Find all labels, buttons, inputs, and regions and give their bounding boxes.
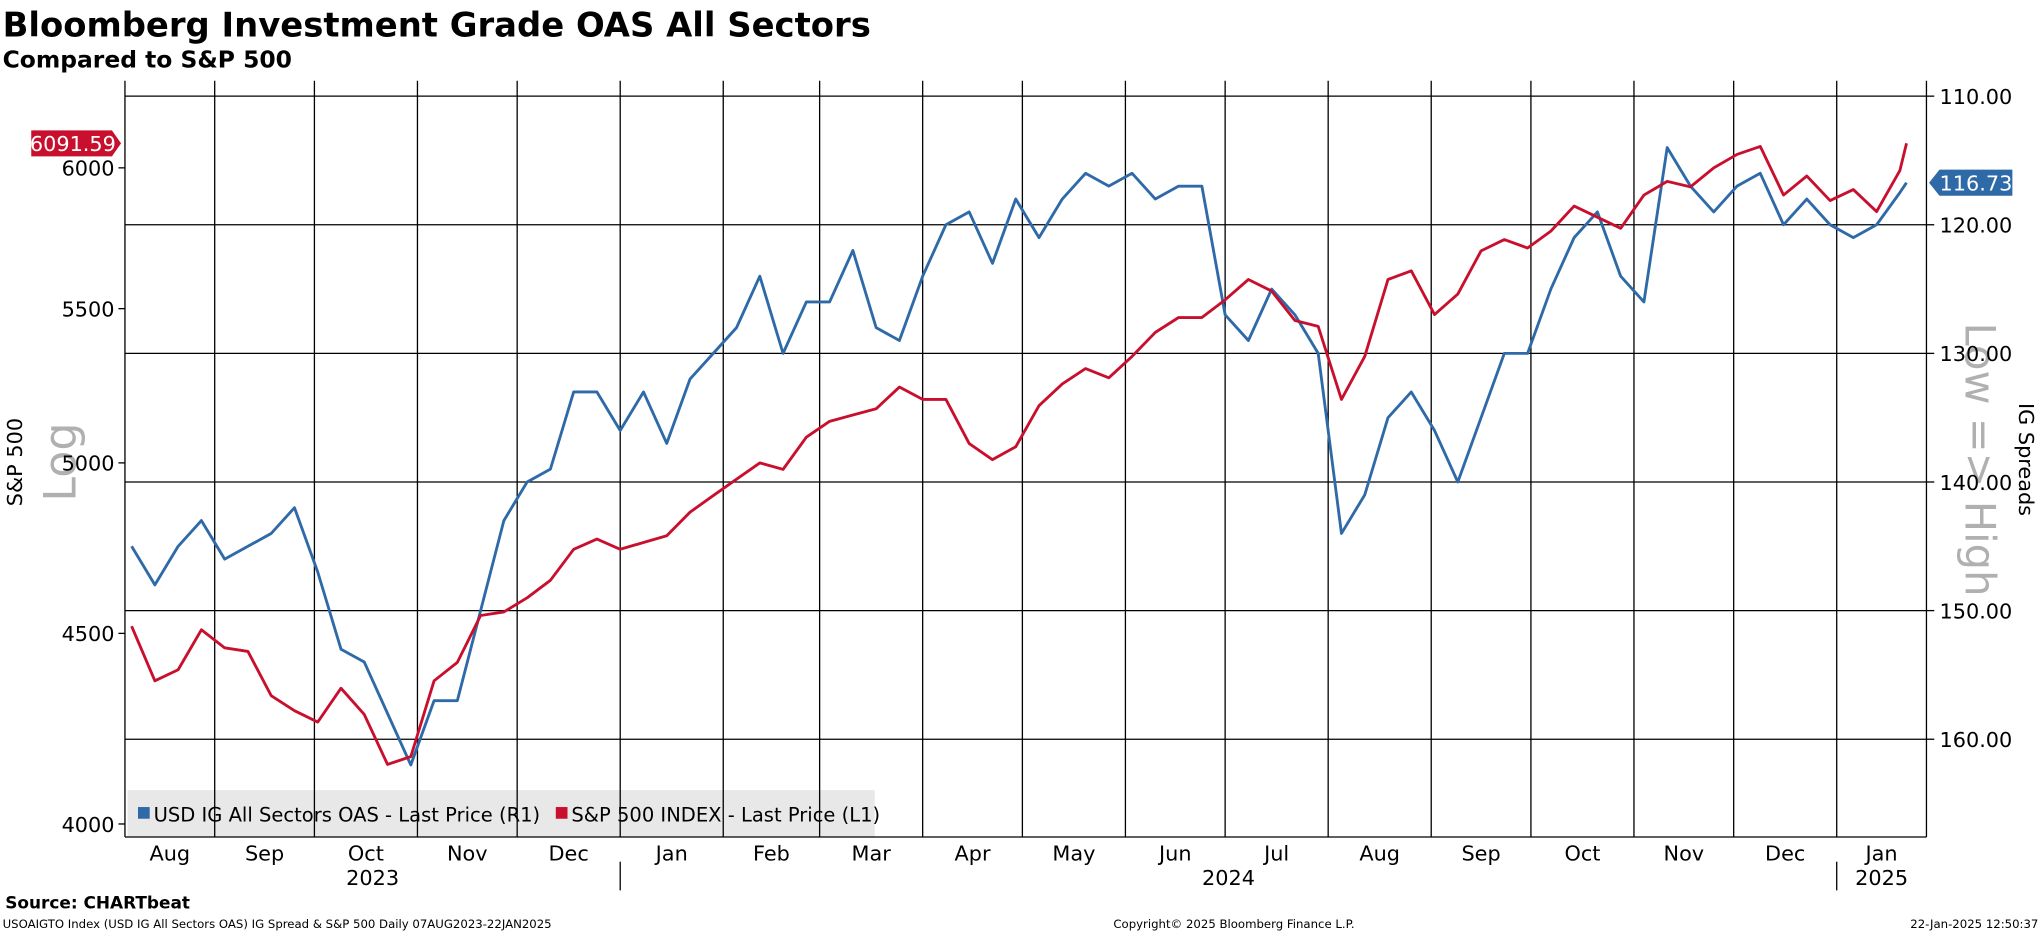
annotation: Log (35, 423, 86, 502)
last-value-tag (31, 130, 122, 157)
x-tick-label: Jan (1864, 841, 1898, 865)
x-tick-label: Nov (447, 841, 488, 865)
y2-axis-label: IG Spreads (2014, 403, 2038, 516)
y2-tick-label: 120.00 (1939, 214, 2012, 238)
y-tick-label: 5500 (62, 297, 115, 321)
y2-tick-label: 150.00 (1939, 599, 2012, 623)
x-tick-label: Sep (1461, 841, 1500, 865)
footer-center: Copyright© 2025 Bloomberg Finance L.P. (1113, 917, 1354, 931)
y2-tick-label: 160.00 (1939, 728, 2012, 752)
legend-label: S&P 500 INDEX - Last Price (L1) (571, 803, 880, 826)
legend-swatch (555, 807, 568, 819)
last-value-label: 116.73 (1940, 172, 2013, 196)
x-tick-label: Jun (1157, 841, 1192, 865)
x-tick-label: Oct (348, 841, 384, 865)
y2-tick-label: 130.00 (1939, 342, 2012, 366)
x-tick-label: Apr (955, 841, 991, 865)
x-tick-label: Jul (1262, 841, 1289, 865)
y-tick-label: 6000 (62, 157, 115, 181)
x-tick-label: Mar (852, 841, 892, 865)
x-tick-label: Nov (1664, 841, 1705, 865)
legend-label: USD IG All Sectors OAS - Last Price (R1) (154, 803, 541, 826)
chart-title: Bloomberg Investment Grade OAS All Secto… (3, 5, 871, 44)
chart-subtitle: Compared to S&P 500 (3, 46, 292, 74)
footer-left: USOAIGTO Index (USD IG All Sectors OAS) … (3, 917, 552, 931)
series-line (130, 143, 1908, 766)
x-tick-label: Dec (1765, 841, 1805, 865)
x-tick-label: Jan (654, 841, 688, 865)
year-label: 2025 (1855, 866, 1908, 890)
x-tick-label: Dec (549, 841, 589, 865)
x-tick-label: Aug (150, 841, 191, 865)
x-tick-label: May (1052, 841, 1095, 865)
y2-tick-label: 140.00 (1939, 471, 2012, 495)
last-value-label: 6091.59 (30, 132, 116, 156)
y-tick-label: 5000 (62, 452, 115, 476)
series-line (130, 146, 1908, 767)
source: Source: CHARTbeat (5, 893, 190, 913)
x-tick-label: Feb (753, 841, 790, 865)
y-tick-label: 4500 (62, 622, 115, 646)
x-tick-label: Aug (1359, 841, 1400, 865)
legend-swatch (137, 807, 150, 819)
x-tick-label: Sep (245, 841, 284, 865)
y-tick-label: 4000 (62, 813, 115, 837)
year-label: 2023 (346, 866, 399, 890)
footer-right: 22-Jan-2025 12:50:37 (1910, 917, 2038, 931)
y-axis-label: S&P 500 (3, 418, 27, 506)
y2-tick-label: 110.00 (1939, 85, 2012, 109)
x-tick-label: Oct (1564, 841, 1600, 865)
legend-box (127, 790, 875, 837)
annotation: Low => High (1956, 323, 2005, 597)
year-label: 2024 (1202, 866, 1255, 890)
last-value-tag (1929, 169, 2013, 196)
